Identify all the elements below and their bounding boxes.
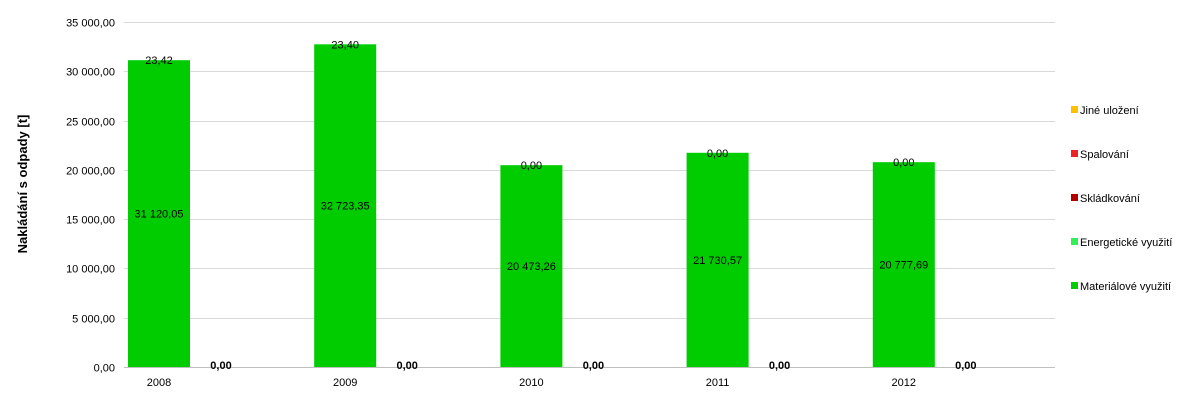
- legend-label: Spalování: [1080, 149, 1129, 161]
- legend-swatch: [1071, 238, 1078, 245]
- x-tick-label: 2011: [706, 377, 730, 389]
- data-label-materialove: 31 120,05: [135, 209, 184, 221]
- legend-swatch: [1071, 194, 1078, 201]
- data-label-secondary: 0,00: [955, 360, 976, 372]
- data-label-energeticke: 0,00: [893, 157, 914, 169]
- y-tick-label: 5 000,00: [72, 314, 115, 326]
- data-label-energeticke: 23,40: [331, 39, 359, 51]
- y-tick-label: 30 000,00: [66, 67, 115, 79]
- data-label-secondary: 0,00: [210, 360, 231, 372]
- y-tick-label: 15 000,00: [66, 215, 115, 227]
- data-label-secondary: 0,00: [583, 360, 604, 372]
- gridlines: [124, 22, 1055, 368]
- data-label-energeticke: 0,00: [707, 148, 728, 160]
- bar-materialove-vyuziti: [686, 152, 749, 367]
- bar-materialove-vyuziti: [314, 44, 377, 368]
- legend-swatch: [1071, 282, 1078, 289]
- data-label-energeticke: 23,42: [145, 55, 173, 67]
- y-axis-ticks: 0,00 5 000,00 10 000,00 15 000,00 20 000,00 2…: [66, 18, 115, 375]
- legend: Jiné uložení Spalování Skládkování Energeti…: [1071, 105, 1172, 293]
- y-tick-label: 0,00: [94, 363, 115, 375]
- legend-label: Materiálové využití: [1080, 281, 1171, 293]
- y-axis-label: Nakládání s odpady [t]: [15, 115, 30, 254]
- y-tick-label: 10 000,00: [66, 264, 115, 276]
- legend-label: Energetické využití: [1080, 237, 1172, 249]
- x-tick-label: 2009: [333, 377, 357, 389]
- data-label-secondary: 0,00: [396, 360, 417, 372]
- bars: [128, 44, 935, 368]
- y-tick-label: 20 000,00: [66, 166, 115, 178]
- x-tick-label: 2008: [147, 377, 171, 389]
- bar-materialove-vyuziti: [872, 162, 935, 367]
- bar-materialove-vyuziti: [500, 165, 563, 367]
- data-label-materialove: 21 730,57: [693, 255, 742, 267]
- data-label-materialove: 32 723,35: [321, 201, 370, 213]
- x-tick-label: 2012: [892, 377, 916, 389]
- legend-swatch: [1071, 106, 1078, 113]
- y-tick-label: 35 000,00: [66, 18, 115, 30]
- legend-label: Skládkování: [1080, 193, 1140, 205]
- data-label-materialove: 20 473,26: [507, 261, 556, 273]
- bar-materialove-vyuziti: [128, 60, 190, 368]
- x-tick-label: 2010: [519, 377, 543, 389]
- data-labels: 31 120,05 23,42 0,00 32 723,35 23,40 0,00 20 4…: [135, 39, 977, 372]
- data-label-materialove: 20 777,69: [879, 260, 928, 272]
- data-label-energeticke: 0,00: [521, 160, 542, 172]
- x-axis-ticks: 2008 2009 2010 2011 2012: [147, 377, 916, 389]
- legend-swatch: [1071, 150, 1078, 157]
- y-tick-label: 25 000,00: [66, 117, 115, 129]
- data-label-secondary: 0,00: [769, 360, 790, 372]
- legend-label: Jiné uložení: [1080, 105, 1139, 117]
